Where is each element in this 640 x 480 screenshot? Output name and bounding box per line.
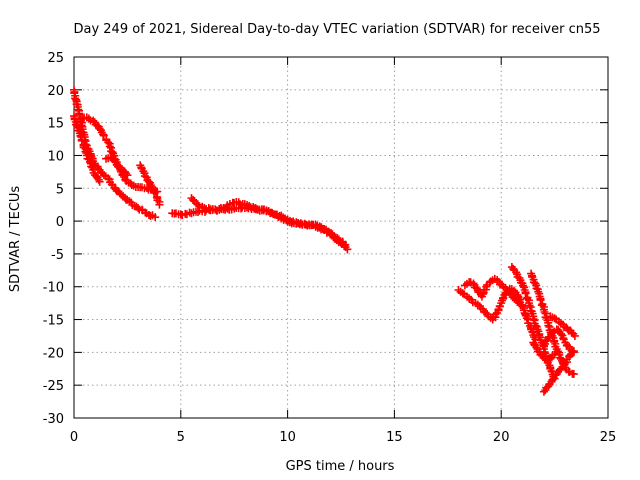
data-point [106, 153, 115, 162]
data-point [76, 131, 85, 140]
data-point [155, 200, 164, 209]
x-tick-label: 20 [493, 430, 510, 445]
y-tick-label: 20 [47, 84, 64, 99]
data-point [569, 348, 578, 357]
data-point [548, 328, 557, 337]
data-point [77, 136, 86, 145]
y-tick-label: -5 [51, 248, 64, 263]
data-point [531, 321, 540, 330]
data-point [99, 171, 108, 180]
data-point [544, 321, 553, 330]
data-point [215, 205, 224, 214]
data-point [95, 177, 104, 186]
data-point [121, 169, 130, 178]
series-track-o [529, 338, 559, 365]
axis-ticks: 0 5 10 15 20 25 -30 -25 -20 -15 -10 -5 0 5 10 15 20 25 [43, 51, 617, 445]
y-tick-label: -15 [43, 314, 64, 329]
data-point [525, 301, 534, 310]
data-point [550, 350, 559, 359]
series-track-n [546, 312, 579, 340]
data-point [482, 282, 491, 291]
x-tick-label: 5 [177, 430, 185, 445]
data-point [516, 301, 525, 310]
data-point [151, 213, 160, 222]
data-point [569, 370, 578, 379]
y-tick-label: 15 [47, 117, 64, 132]
y-axis-label: SDTVAR / TECUs [8, 186, 23, 293]
data-point [245, 201, 254, 210]
series-track-b [70, 112, 104, 186]
series-track-d [102, 153, 132, 180]
data-point [561, 358, 570, 367]
data-point [89, 116, 98, 125]
y-tick-label: 25 [47, 51, 64, 66]
y-tick-label: -20 [43, 346, 64, 361]
data-point [315, 222, 324, 231]
grid-lines [74, 57, 608, 418]
data-point [146, 181, 155, 190]
x-tick-label: 15 [386, 430, 403, 445]
y-tick-label: 5 [56, 182, 64, 197]
data-point [506, 288, 515, 297]
data-point [134, 203, 143, 212]
data-point [81, 147, 90, 156]
data-point [529, 314, 538, 323]
data-point [550, 314, 559, 323]
data-point [311, 220, 320, 229]
data-point [84, 114, 93, 123]
data-point [491, 310, 500, 319]
x-axis-label: GPS time / hours [286, 459, 395, 474]
data-point [539, 387, 548, 396]
data-point [123, 171, 132, 180]
data-point [86, 158, 95, 167]
data-point [104, 138, 113, 147]
data-point [458, 289, 467, 298]
data-point [104, 174, 113, 183]
y-tick-label: -10 [43, 281, 64, 296]
data-point [110, 156, 119, 165]
plot-frame [73, 56, 609, 419]
data-point [193, 200, 202, 209]
data-point [521, 289, 530, 298]
data-point [550, 337, 559, 346]
plot-border [73, 56, 609, 419]
data-point [251, 203, 260, 212]
y-tick-label: -25 [43, 379, 64, 394]
x-tick-label: 25 [600, 430, 617, 445]
data-point [114, 161, 123, 170]
y-tick-label: 10 [47, 149, 64, 164]
y-tick-label: 0 [56, 215, 64, 230]
data-point [343, 245, 352, 254]
data-point [469, 279, 478, 288]
data-point [570, 331, 579, 340]
data-point [536, 296, 545, 305]
series-track-i [460, 274, 525, 310]
data-point [532, 343, 541, 352]
x-tick-label: 0 [70, 430, 78, 445]
data-point [105, 142, 114, 151]
data-point [518, 281, 527, 290]
series-track-e [136, 161, 164, 209]
data-points [70, 85, 579, 396]
data-point [548, 375, 557, 384]
data-point [140, 172, 149, 181]
data-point [296, 219, 305, 228]
data-point [472, 284, 481, 293]
data-point [75, 110, 84, 119]
x-tick-label: 10 [279, 430, 296, 445]
data-point [557, 329, 566, 338]
chart-title: Day 249 of 2021, Sidereal Day-to-day VTE… [73, 22, 600, 37]
data-point [341, 240, 350, 249]
series-track-g [187, 194, 350, 249]
y-tick-label: -30 [43, 412, 64, 427]
series-track-m [539, 325, 578, 357]
data-point [539, 341, 548, 350]
data-point [540, 307, 549, 316]
